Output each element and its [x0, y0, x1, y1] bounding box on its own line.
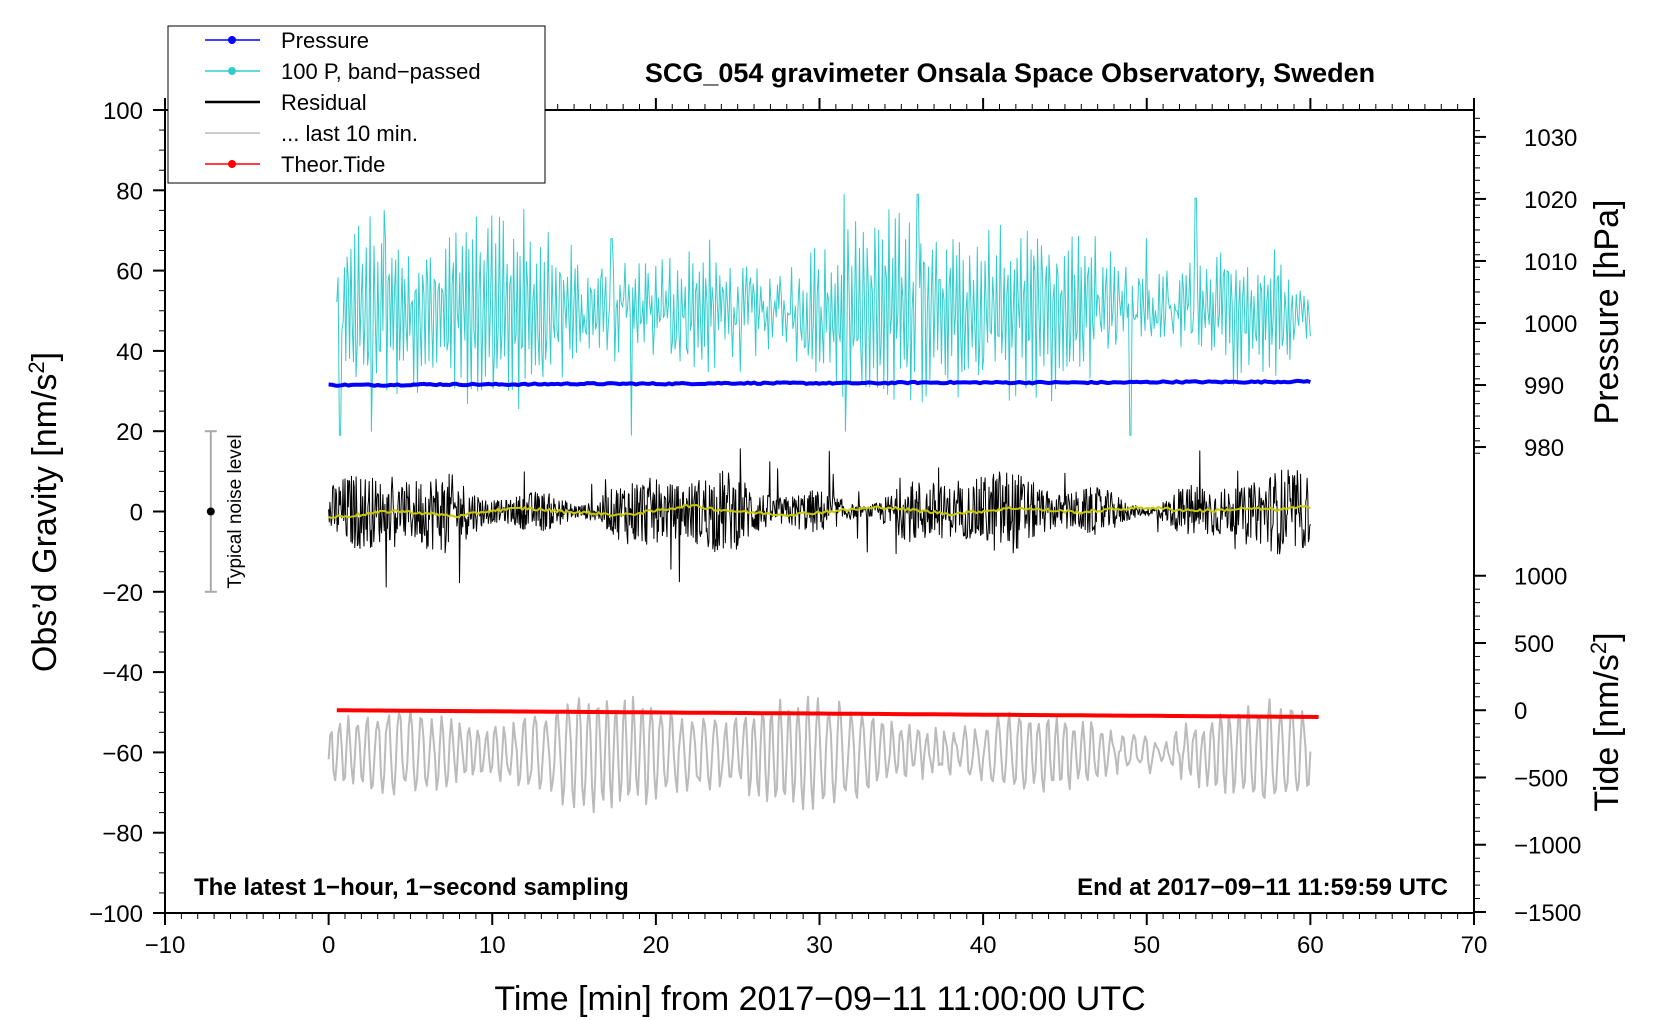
pressure-tick-label: 980: [1524, 435, 1564, 462]
y-axis-title-close: ]: [26, 352, 64, 361]
tide-axis-title-main: Tide [nm/s: [1588, 654, 1626, 811]
y-tick-label: 0: [130, 500, 143, 527]
y-tick-label: 60: [116, 259, 143, 286]
series-pressure-line: [328, 378, 1311, 388]
pressure-tick-label: 1000: [1524, 311, 1577, 338]
series-last10min-line: [327, 695, 1312, 814]
series-residual-smoothed-line: [328, 503, 1311, 519]
noise-bar-label: Typical noise level: [225, 434, 246, 588]
tide-tick-label: −1500: [1514, 900, 1581, 927]
legend-label: 100 P, band−passed: [281, 59, 481, 84]
legend-label: ... last 10 min.: [281, 121, 418, 146]
y-tick-label: 80: [116, 178, 143, 205]
y-tick-label: 100: [103, 98, 143, 125]
x-tick-label: 30: [806, 932, 833, 959]
chart-title: SCG_054 gravimeter Onsala Space Observat…: [645, 58, 1375, 88]
y-tick-label: 20: [116, 419, 143, 446]
y-axis-title-sup: 2: [24, 361, 49, 373]
bottom-right-note: End at 2017−09−11 11:59:59 UTC: [1077, 874, 1448, 901]
series-bandpassed-line: [336, 193, 1311, 436]
y-axis-title: Obs’d Gravity [nm/s2]: [24, 352, 64, 672]
y-tick-label: −80: [102, 821, 143, 848]
tide-tick-label: 0: [1514, 698, 1527, 725]
tide-tick-label: −500: [1514, 765, 1568, 792]
legend-label: Theor.Tide: [281, 152, 385, 177]
tide-tick-label: −1000: [1514, 833, 1581, 860]
noise-level-indicator: Typical noise level: [204, 430, 246, 593]
legend: Pressure 100 P, band−passed Residual ... la…: [167, 25, 546, 184]
x-tick-label: 10: [479, 932, 506, 959]
tide-axis-title: Tide [nm/s2]: [1586, 632, 1626, 811]
y-tick-label: 40: [116, 339, 143, 366]
x-tick-label: −10: [145, 932, 186, 959]
bottom-left-note: The latest 1−hour, 1−second sampling: [194, 874, 629, 901]
pressure-tick-label: 1010: [1524, 249, 1577, 276]
legend-marker: [228, 160, 236, 168]
axis-layer: −10 0 10 20 30 40 50 60 70100806040200−20−40−60−…: [89, 98, 1581, 959]
legend-label: Pressure: [281, 28, 369, 53]
series-tide-line: [336, 708, 1319, 719]
pressure-tick-label: 990: [1524, 373, 1564, 400]
x-axis-title: Time [min] from 2017−09−11 11:00:00 UTC: [494, 980, 1145, 1018]
pressure-tick-label: 1020: [1524, 187, 1577, 214]
tide-axis-title-close: ]: [1588, 632, 1626, 641]
x-tick-label: 70: [1461, 932, 1488, 959]
x-tick-label: 0: [322, 932, 335, 959]
x-tick-label: 50: [1133, 932, 1160, 959]
tide-tick-label: 500: [1514, 631, 1554, 658]
tide-axis-title-sup: 2: [1586, 642, 1611, 654]
noise-bar-center-dot: [206, 507, 215, 516]
tide-tick-label: 1000: [1514, 564, 1567, 591]
legend-label: Residual: [281, 90, 367, 115]
legend-marker: [228, 36, 236, 44]
legend-box: [167, 25, 546, 184]
x-tick-label: 20: [643, 932, 670, 959]
y-tick-label: −60: [102, 740, 143, 767]
y-tick-label: −20: [102, 580, 143, 607]
legend-marker: [228, 67, 236, 75]
x-tick-label: 40: [970, 932, 997, 959]
x-tick-label: 60: [1297, 932, 1324, 959]
pressure-tick-label: 1030: [1524, 125, 1577, 152]
y-tick-label: −100: [89, 901, 143, 928]
y-axis-title-main: Obs’d Gravity [nm/s: [26, 374, 64, 673]
y-tick-label: −40: [102, 660, 143, 687]
pressure-axis-title: Pressure [hPa]: [1588, 200, 1626, 425]
series-layer: [327, 193, 1319, 814]
